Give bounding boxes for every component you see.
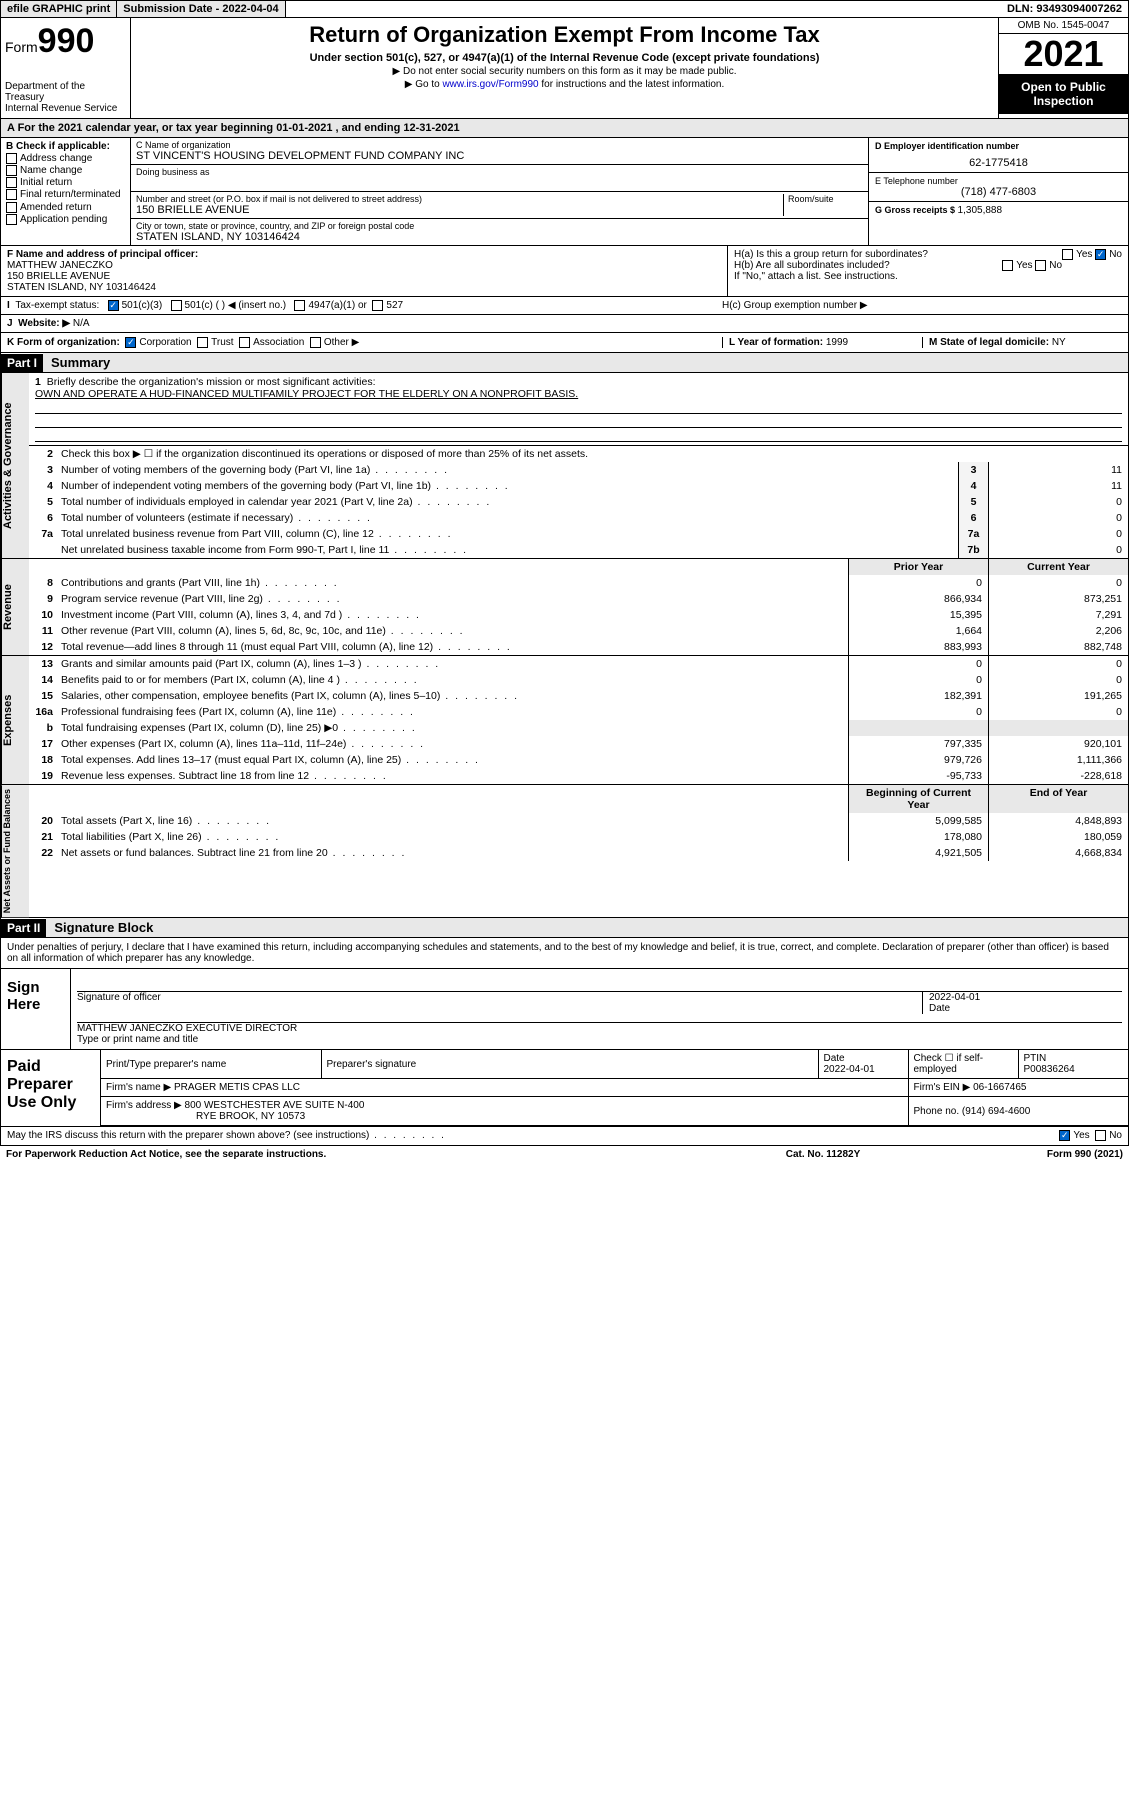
firm-phone: (914) 694-4600	[962, 1106, 1030, 1117]
irs-link[interactable]: www.irs.gov/Form990	[442, 79, 538, 90]
summary-line: 7aTotal unrelated business revenue from …	[29, 526, 1128, 542]
section-b: B Check if applicable: Address changeNam…	[1, 138, 131, 245]
footer: For Paperwork Reduction Act Notice, see …	[0, 1146, 1129, 1163]
section-bcd: B Check if applicable: Address changeNam…	[0, 138, 1129, 246]
ein: 62-1775418	[875, 157, 1122, 169]
top-bar: efile GRAPHIC print Submission Date - 20…	[0, 0, 1129, 18]
open-public: Open to Public Inspection	[999, 74, 1128, 114]
officer-name: MATTHEW JANECZKO	[7, 260, 721, 271]
section-k: K Form of organization: ✓Corporation Tru…	[0, 333, 1129, 353]
summary-line: 5Total number of individuals employed in…	[29, 494, 1128, 510]
dln: DLN: 93493094007262	[1001, 1, 1128, 17]
summary-line: 14Benefits paid to or for members (Part …	[29, 672, 1128, 688]
irs-label: Internal Revenue Service	[5, 103, 126, 114]
part1-header: Part I Summary	[0, 353, 1129, 373]
mission-text: OWN AND OPERATE A HUD-FINANCED MULTIFAMI…	[35, 388, 578, 400]
summary-line: 3Number of voting members of the governi…	[29, 462, 1128, 478]
check-option: Name change	[6, 165, 125, 176]
check-option: Final return/terminated	[6, 189, 125, 200]
summary-line: 4Number of independent voting members of…	[29, 478, 1128, 494]
org-address: 150 BRIELLE AVENUE	[136, 204, 783, 216]
form-number: Form990	[5, 22, 126, 61]
section-d: D Employer identification number62-17754…	[868, 138, 1128, 245]
summary-line: Net unrelated business taxable income fr…	[29, 542, 1128, 558]
submission-date: Submission Date - 2022-04-04	[117, 1, 285, 17]
summary-netassets: Net Assets or Fund Balances Beginning of…	[0, 785, 1129, 918]
discuss-row: May the IRS discuss this return with the…	[0, 1127, 1129, 1145]
summary-line: 10Investment income (Part VIII, column (…	[29, 607, 1128, 623]
summary-revenue: Revenue Prior YearCurrent Year 8Contribu…	[0, 559, 1129, 656]
tax-year: 2021	[999, 34, 1128, 74]
summary-line: 18Total expenses. Add lines 13–17 (must …	[29, 752, 1128, 768]
efile-label: efile GRAPHIC print	[1, 1, 117, 17]
check-option: Initial return	[6, 177, 125, 188]
cat-no: Cat. No. 11282Y	[723, 1149, 923, 1160]
domicile-state: NY	[1052, 337, 1066, 348]
summary-line: 16aProfessional fundraising fees (Part I…	[29, 704, 1128, 720]
org-city: STATEN ISLAND, NY 103146424	[136, 231, 863, 243]
section-c: C Name of organizationST VINCENT'S HOUSI…	[131, 138, 868, 245]
ssn-note: ▶ Do not enter social security numbers o…	[139, 66, 990, 77]
summary-line: 13Grants and similar amounts paid (Part …	[29, 656, 1128, 672]
summary-line: 12Total revenue—add lines 8 through 11 (…	[29, 639, 1128, 655]
summary-line: 15Salaries, other compensation, employee…	[29, 688, 1128, 704]
summary-line: 11Other revenue (Part VIII, column (A), …	[29, 623, 1128, 639]
paid-preparer: Paid Preparer Use Only Print/Type prepar…	[0, 1050, 1129, 1127]
summary-line: 21Total liabilities (Part X, line 26)178…	[29, 829, 1128, 845]
firm-name: PRAGER METIS CPAS LLC	[174, 1082, 300, 1093]
summary-expenses: Expenses 13Grants and similar amounts pa…	[0, 656, 1129, 785]
form-title: Return of Organization Exempt From Incom…	[139, 22, 990, 48]
gross-receipts: 1,305,888	[958, 205, 1003, 216]
section-j: J Website: ▶ N/A	[0, 315, 1129, 333]
summary-line: 20Total assets (Part X, line 16)5,099,58…	[29, 813, 1128, 829]
section-fh: F Name and address of principal officer:…	[0, 246, 1129, 297]
part2-header: Part II Signature Block	[0, 918, 1129, 938]
omb-number: OMB No. 1545-0047	[999, 18, 1128, 34]
check-option: Amended return	[6, 202, 125, 213]
section-i: I Tax-exempt status: ✓501(c)(3) 501(c) (…	[0, 297, 1129, 315]
firm-addr: 800 WESTCHESTER AVE SUITE N-400	[185, 1100, 365, 1111]
officer-sig-name: MATTHEW JANECZKO EXECUTIVE DIRECTOR	[77, 1023, 297, 1034]
summary-line: 8Contributions and grants (Part VIII, li…	[29, 575, 1128, 591]
summary-governance: Activities & Governance 1 Briefly descri…	[0, 373, 1129, 559]
tax-year-line: A For the 2021 calendar year, or tax yea…	[0, 119, 1129, 138]
summary-line: 19Revenue less expenses. Subtract line 1…	[29, 768, 1128, 784]
sign-here: Sign Here Signature of officer2022-04-01…	[0, 969, 1129, 1050]
dept-label: Department of the Treasury	[5, 81, 126, 103]
summary-line: 6Total number of volunteers (estimate if…	[29, 510, 1128, 526]
form-ref: Form 990 (2021)	[923, 1149, 1123, 1160]
link-note: ▶ Go to www.irs.gov/Form990 for instruct…	[139, 79, 990, 90]
form-subtitle: Under section 501(c), 527, or 4947(a)(1)…	[139, 52, 990, 64]
summary-line: 22Net assets or fund balances. Subtract …	[29, 845, 1128, 861]
summary-line: bTotal fundraising expenses (Part IX, co…	[29, 720, 1128, 736]
firm-ein: 06-1667465	[973, 1082, 1026, 1093]
form-header: Form990 Department of the Treasury Inter…	[0, 18, 1129, 119]
year-formation: 1999	[826, 337, 848, 348]
summary-line: 9Program service revenue (Part VIII, lin…	[29, 591, 1128, 607]
perjury-text: Under penalties of perjury, I declare th…	[0, 938, 1129, 969]
org-name: ST VINCENT'S HOUSING DEVELOPMENT FUND CO…	[136, 150, 863, 162]
summary-line: 17Other expenses (Part IX, column (A), l…	[29, 736, 1128, 752]
ptin: P00836264	[1024, 1064, 1075, 1075]
check-option: Address change	[6, 153, 125, 164]
website: N/A	[73, 318, 90, 329]
check-option: Application pending	[6, 214, 125, 225]
telephone: (718) 477-6803	[875, 186, 1122, 198]
